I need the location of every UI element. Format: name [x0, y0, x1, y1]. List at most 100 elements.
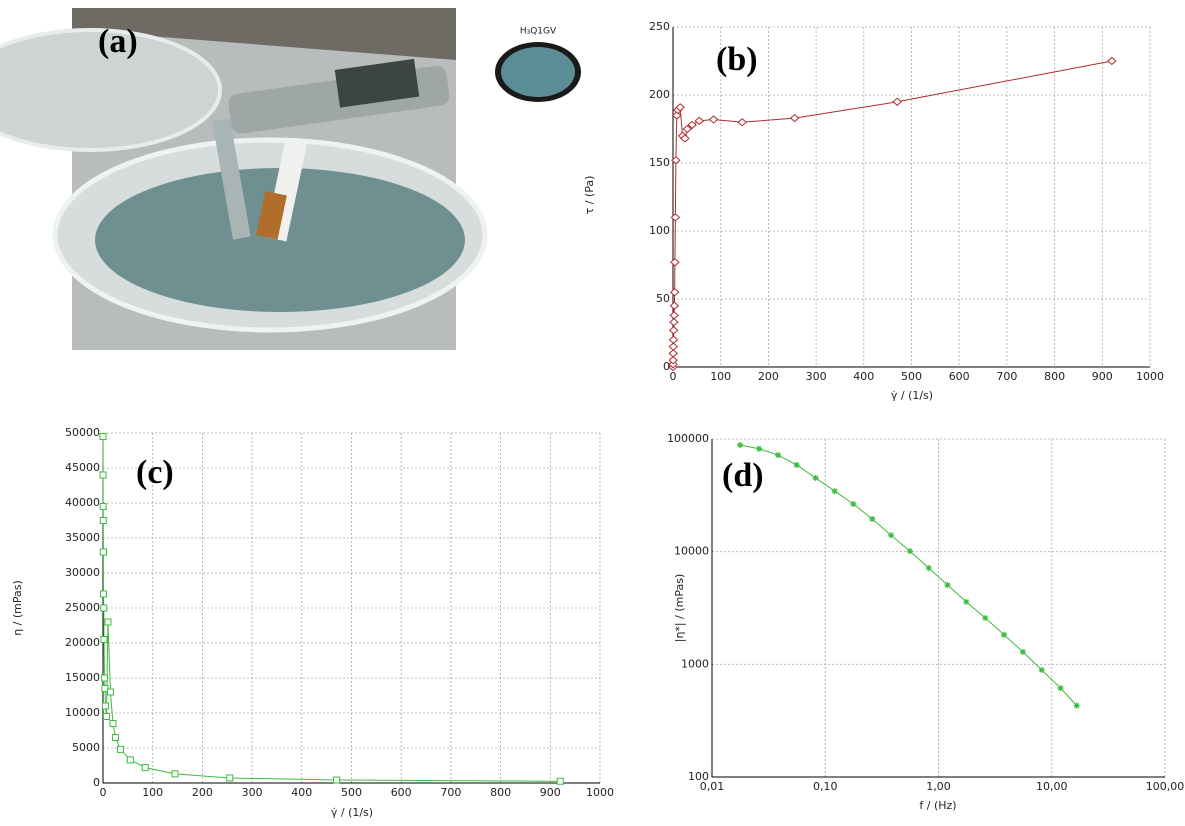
y-tick-label: 35000	[65, 531, 100, 544]
marker	[708, 115, 719, 124]
panel-label: (b)	[716, 41, 758, 78]
x-tick-label: 0,10	[813, 780, 838, 793]
marker	[141, 764, 149, 772]
marker	[1057, 685, 1064, 692]
y-axis-title: |η*| / (mPas)	[673, 574, 686, 643]
marker	[1073, 702, 1080, 709]
y-tick-label: 5000	[72, 741, 100, 754]
marker	[106, 688, 114, 696]
x-tick-label: 1,00	[926, 780, 951, 793]
x-tick-label: 900	[1092, 370, 1113, 383]
marker	[671, 156, 681, 165]
marker	[963, 598, 970, 605]
panel-label: (c)	[136, 454, 174, 491]
inset-label: H₃Q1GV	[520, 27, 557, 37]
marker	[793, 461, 800, 468]
marker	[556, 777, 564, 785]
marker	[668, 326, 679, 335]
marker	[888, 532, 895, 539]
marker	[99, 590, 107, 598]
x-tick-label: 200	[758, 370, 779, 383]
marker	[100, 674, 108, 682]
strip-colored	[256, 190, 287, 240]
marker	[944, 581, 951, 588]
x-tick-label: 900	[540, 786, 561, 799]
y-axis-title: τ / (Pa)	[583, 176, 596, 215]
marker	[126, 756, 134, 764]
chart: 0 100 200 300 400 500 600 700 800 900 1000 0 50 100 15…	[583, 20, 1164, 402]
marker	[812, 474, 819, 481]
y-tick-label: 250	[649, 20, 670, 33]
x-tick-label: 10,00	[1036, 780, 1068, 793]
y-tick-label: 100000	[667, 432, 709, 445]
marker	[100, 604, 108, 612]
x-tick-label: 0	[670, 370, 677, 383]
y-tick-label: 150	[649, 156, 670, 169]
x-tick-label: 800	[490, 786, 511, 799]
y-tick-label: 50000	[65, 426, 100, 439]
dish	[0, 28, 222, 152]
marker	[906, 548, 913, 555]
marker	[668, 356, 678, 365]
marker	[104, 618, 112, 626]
syringe-band	[334, 58, 420, 108]
data-line	[672, 60, 1112, 368]
x-tick-label: 500	[901, 370, 922, 383]
y-tick-label: 10000	[674, 545, 709, 558]
marker	[831, 488, 838, 495]
x-tick-label: 0	[100, 786, 107, 799]
marker	[892, 97, 902, 106]
y-tick-label: 40000	[65, 496, 100, 509]
marker	[99, 433, 107, 440]
x-tick-label: 1000	[586, 786, 614, 799]
marker	[669, 301, 680, 310]
marker	[850, 500, 857, 507]
x-tick-label: 800	[1044, 370, 1065, 383]
needle	[212, 118, 251, 240]
x-tick-label: 100	[710, 370, 731, 383]
photo: (a)	[0, 8, 488, 350]
marker	[668, 342, 679, 351]
x-axis-title: γ̇ / (1/s)	[891, 389, 933, 402]
marker	[670, 258, 680, 267]
x-axis-title: γ̇ / (1/s)	[331, 806, 373, 819]
marker	[1107, 56, 1117, 66]
marker	[737, 118, 747, 127]
marker	[775, 452, 782, 459]
x-tick-label: 600	[949, 370, 970, 383]
marker	[675, 103, 685, 112]
data-line	[739, 444, 1078, 706]
bench-strip	[72, 8, 456, 60]
y-tick-label: 10000	[65, 706, 100, 719]
marker	[102, 713, 110, 720]
marker	[669, 288, 680, 297]
marker	[109, 720, 117, 727]
x-tick-label: 500	[341, 786, 362, 799]
y-tick-label: 0	[93, 776, 100, 789]
x-tick-label: 0,01	[700, 780, 725, 793]
x-axis-title: f / (Hz)	[919, 799, 956, 812]
marker	[669, 311, 679, 320]
marker	[226, 774, 234, 782]
marker	[669, 317, 679, 327]
y-tick-label: 50	[656, 292, 670, 305]
marker	[116, 745, 124, 753]
marker	[694, 116, 704, 126]
x-tick-label: 700	[996, 370, 1017, 383]
y-tick-label: 1000	[681, 657, 709, 670]
y-tick-label: 100	[649, 224, 670, 237]
x-tick-label: 400	[853, 370, 874, 383]
chart: 0,01 0,10 1,00 10,00 100,00 100 1000 10000 10000…	[667, 432, 1184, 812]
inset-gel	[501, 47, 575, 97]
y-tick-label: 15000	[65, 671, 100, 684]
x-tick-label: 600	[391, 786, 412, 799]
marker	[680, 134, 690, 143]
marker	[682, 124, 693, 134]
marker	[755, 445, 762, 452]
y-tick-label: 0	[663, 360, 670, 373]
marker	[670, 213, 681, 222]
marker	[869, 515, 876, 522]
marker	[737, 441, 744, 448]
panel-label: (a)	[98, 23, 138, 60]
